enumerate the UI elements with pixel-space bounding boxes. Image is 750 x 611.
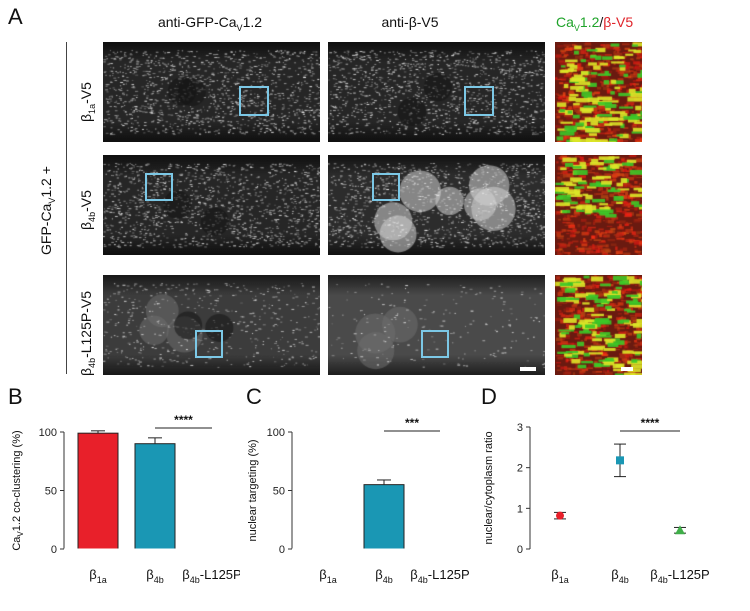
row-label-b1a: β1a-V5	[78, 82, 97, 122]
y-tick-label: 100	[39, 427, 57, 439]
x-tick-label: β4b	[146, 567, 164, 585]
micrograph-gfp-b4b-l125p	[103, 275, 320, 375]
micrograph-merge-b4b-l125p	[555, 275, 642, 375]
bar	[77, 432, 119, 550]
y-tick-label: 0	[51, 544, 57, 556]
x-tick-label: β1a	[319, 567, 337, 585]
y-axis-label: CaV1.2 co-clustering (%)	[11, 430, 25, 550]
roi-box	[195, 330, 223, 358]
panel-letter-d: D	[481, 384, 497, 409]
y-tick-label: 50	[273, 486, 285, 498]
micrograph-gfp-b1a	[103, 42, 320, 142]
micrograph-gfp-b4b	[103, 155, 320, 255]
roi-box	[145, 173, 173, 201]
significance-label: ****	[641, 416, 660, 430]
y-tick-label: 50	[45, 486, 57, 498]
significance-label: ***	[405, 416, 419, 430]
panel-letter-b: B	[8, 384, 23, 409]
bar	[363, 484, 405, 550]
chart-nuclear-targeting: 0 50 100 nuclear targeting (%) β1a β4b β4b-L12…	[247, 416, 470, 585]
x-tick-label: β4b-L125P	[650, 567, 709, 585]
micrograph-merge-b4b	[555, 155, 642, 255]
y-axis-label: nuclear targeting (%)	[247, 439, 259, 541]
scale-bar	[621, 367, 633, 371]
roi-box	[421, 330, 449, 358]
data-point	[616, 456, 624, 465]
x-tick-label: β1a	[89, 567, 107, 585]
y-tick-label: 2	[517, 463, 523, 475]
x-tick-label: β4b-L125P	[410, 567, 469, 585]
scale-bar	[520, 367, 536, 371]
roi-box	[464, 86, 494, 116]
chart-nuclear-cytoplasm-ratio: 0 1 2 3 nuclear/cytoplasm ratio β1a β4b β4b-L12…	[483, 416, 710, 585]
data-point	[556, 511, 564, 520]
column-title-v5: anti-β-V5	[381, 14, 439, 30]
group-bracket	[66, 42, 67, 374]
micrograph-v5-b4b-l125p	[328, 275, 545, 375]
micrograph-v5-b1a	[328, 42, 545, 142]
y-tick-label: 1	[517, 503, 523, 515]
panel-letter-a: A	[8, 4, 23, 29]
x-tick-label: β4b-L125P	[182, 567, 240, 585]
roi-box	[239, 86, 269, 116]
significance-label: ****	[174, 413, 193, 427]
micrograph-merge-b1a	[555, 42, 642, 142]
y-tick-label: 3	[517, 422, 523, 434]
data-point	[675, 525, 685, 535]
x-tick-label: β4b	[611, 567, 629, 585]
roi-box	[372, 173, 400, 201]
row-label-b4b: β4b-V5	[78, 190, 97, 230]
y-axis-label: nuclear/cytoplasm ratio	[483, 431, 495, 544]
group-label: GFP-CaV1.2 +	[38, 166, 57, 255]
y-tick-label: 0	[517, 544, 523, 556]
column-title-gfp: anti-GFP-CaV1.2	[157, 14, 263, 33]
x-tick-label: β4b	[375, 567, 393, 585]
y-tick-label: 100	[267, 427, 285, 439]
bar	[134, 443, 176, 550]
x-tick-label: β1a	[551, 567, 569, 585]
row-label-b4b-l125p: β4b-L125P-V5	[78, 290, 97, 376]
micrograph-v5-b4b	[328, 155, 545, 255]
column-title-merge: CaV1.2/β-V5	[556, 14, 634, 33]
panel-letter-c: C	[246, 384, 262, 409]
y-tick-label: 0	[279, 544, 285, 556]
chart-co-clustering: 0 50 100 CaV1.2 co-clustering (%) β1a β4b β4b-…	[11, 413, 240, 585]
